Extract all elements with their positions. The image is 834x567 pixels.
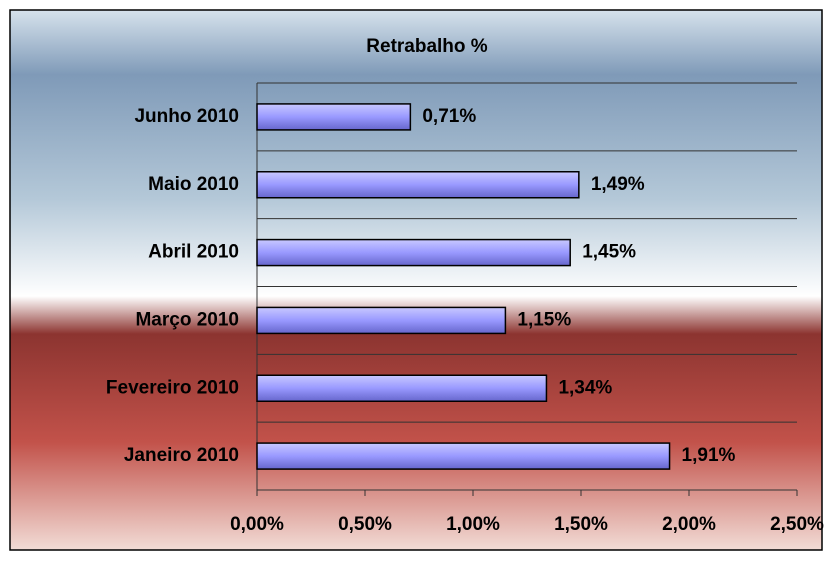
value-label: 0,71% [422,106,476,127]
x-tick-label: 1,00% [446,514,500,535]
y-tick-label: Março 2010 [135,309,239,330]
x-tick-label: 0,50% [338,514,392,535]
x-tick-label: 2,00% [662,514,716,535]
value-label: 1,15% [517,309,571,330]
bar [256,238,571,267]
x-tick-label: 2,50% [770,514,824,535]
y-tick-label: Abril 2010 [148,242,239,263]
y-tick-label: Junho 2010 [134,106,239,127]
value-label: 1,45% [582,242,636,263]
y-tick-label: Janeiro 2010 [124,445,239,466]
value-label: 1,34% [558,377,612,398]
x-tick-label: 0,00% [230,514,284,535]
x-tick-label: 1,50% [554,514,608,535]
y-tick-label: Fevereiro 2010 [106,377,239,398]
bar [256,442,671,470]
bar [256,306,507,335]
bar [256,374,548,402]
value-label: 1,91% [682,445,736,466]
value-label: 1,49% [591,174,645,195]
y-tick-label: Maio 2010 [148,174,239,195]
bar [256,103,412,131]
chart-title: Retrabalho % [366,36,488,57]
bar [256,171,580,199]
